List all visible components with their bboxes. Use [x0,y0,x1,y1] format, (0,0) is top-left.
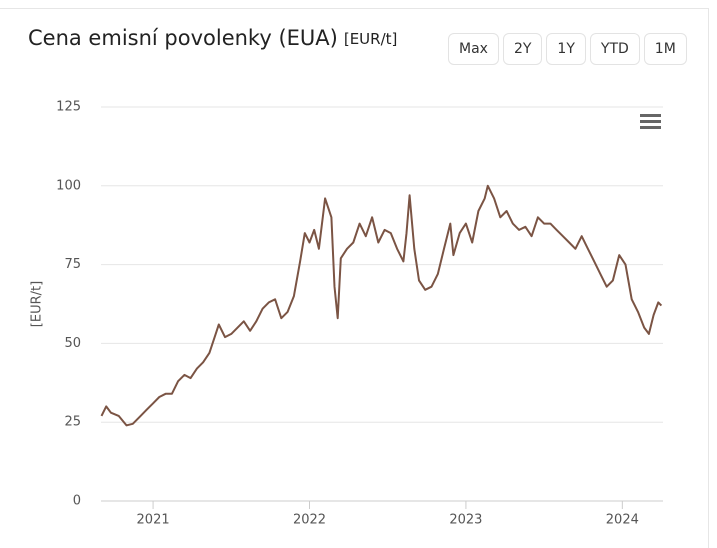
x-tick-label: 2024 [606,513,639,528]
y-tick-label: 0 [73,494,81,509]
range-buttons: Max 2Y 1Y YTD 1M [448,33,687,65]
range-button[interactable]: YTD [589,33,640,65]
chart-title: Cena emisní povolenky (EUA) [EUR/t] [28,26,397,50]
title-text: Cena emisní povolenky (EUA) [28,26,338,50]
y-axis-label: [EUR/t] [30,281,45,327]
y-tick-label: 50 [64,336,81,351]
y-tick-label: 25 [64,415,81,430]
range-button[interactable]: 1Y [546,33,586,65]
y-tick-label: 100 [56,178,81,193]
y-tick-label: 125 [56,100,81,115]
card [0,8,709,548]
title-unit: [EUR/t] [344,30,398,48]
range-button[interactable]: Max [448,33,499,65]
x-tick-label: 2021 [137,513,170,528]
x-tick-label: 2023 [449,513,482,528]
range-button[interactable]: 2Y [502,33,543,65]
x-tick-label: 2022 [293,513,326,528]
y-tick-label: 75 [64,257,81,272]
menu-icon[interactable] [640,114,661,129]
range-button[interactable]: 1M [643,33,687,65]
price-line [100,184,663,427]
